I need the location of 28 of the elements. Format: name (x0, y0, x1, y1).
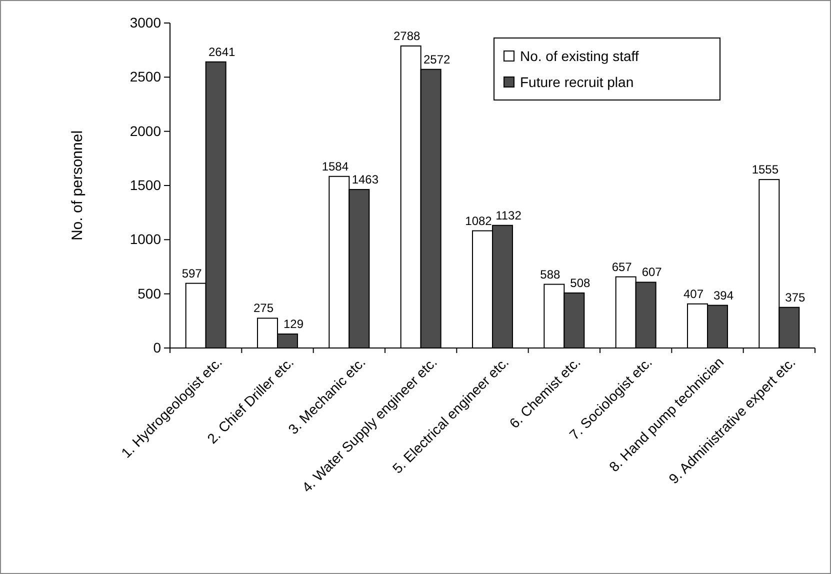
data-label: 394 (713, 288, 734, 302)
data-label: 588 (540, 267, 560, 282)
data-label: 275 (253, 301, 274, 316)
y-tick-label: 1500 (130, 176, 162, 193)
y-tick-label: 3000 (130, 14, 162, 30)
data-label: 407 (683, 286, 704, 301)
data-label: 129 (283, 317, 304, 332)
data-label: 607 (642, 265, 662, 280)
data-label: 375 (785, 290, 806, 304)
y-tick-label: 2500 (130, 68, 162, 85)
data-label: 1082 (465, 214, 492, 228)
legend-label: No. of existing staff (520, 48, 639, 64)
data-label: 1463 (352, 172, 379, 187)
data-label: 2788 (393, 28, 421, 43)
data-label: 1555 (752, 162, 779, 177)
y-tick-label: 2000 (130, 122, 162, 139)
data-label: 2641 (208, 44, 236, 59)
data-label: 508 (570, 276, 590, 290)
data-label: 597 (182, 266, 202, 280)
legend-label: Future recruit plan (520, 74, 634, 90)
y-tick-label: 1000 (130, 231, 162, 248)
y-axis-title: No. of personnel (69, 130, 86, 241)
data-label: 657 (612, 260, 632, 274)
y-tick-label: 0 (153, 339, 162, 356)
data-label: 2572 (423, 52, 451, 66)
y-tick-label: 500 (138, 285, 162, 302)
data-label: 1584 (322, 159, 349, 174)
data-label: 1132 (496, 208, 522, 222)
